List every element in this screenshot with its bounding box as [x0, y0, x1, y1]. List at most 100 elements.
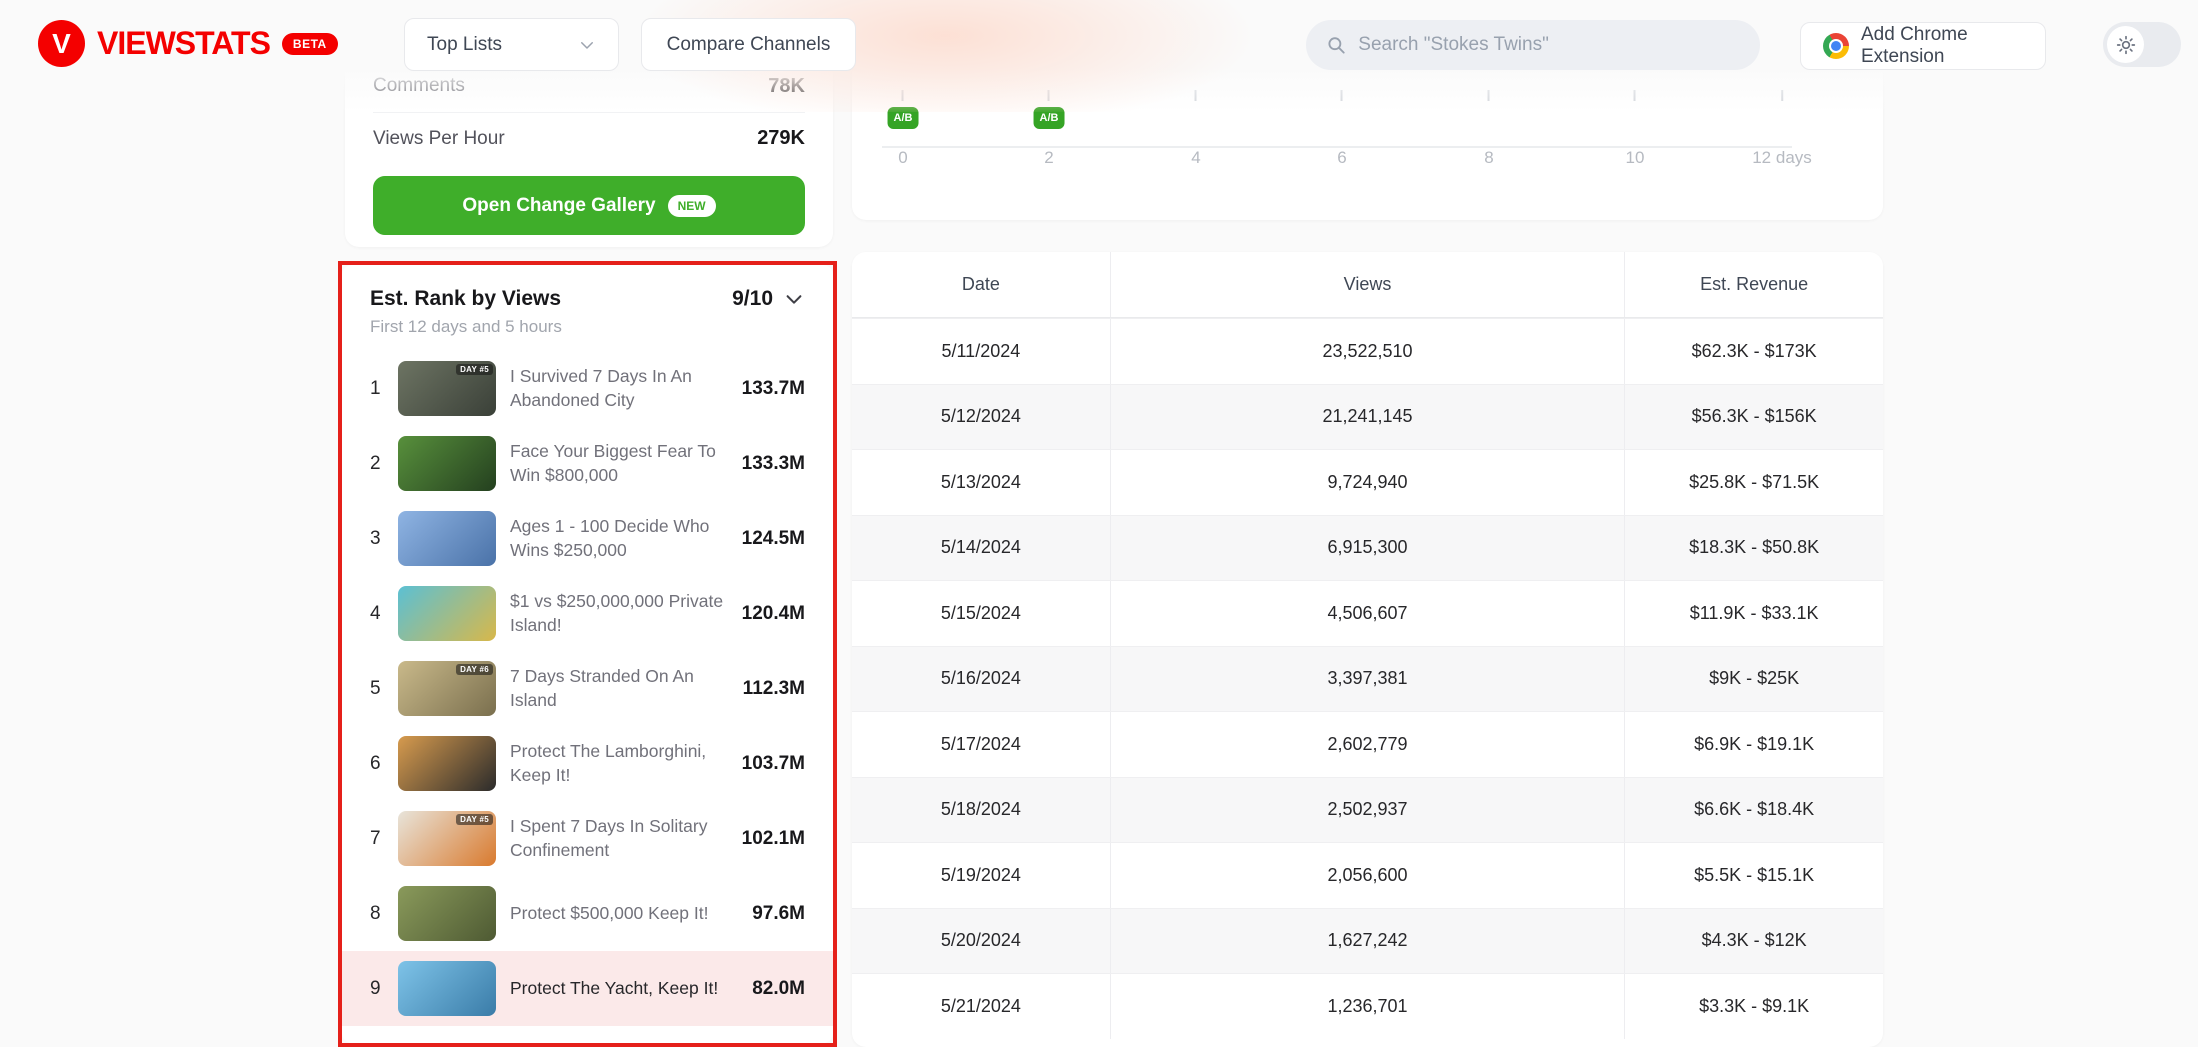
rank-number: 8: [370, 902, 381, 924]
video-thumbnail: DAY #5: [398, 361, 496, 416]
rank-card-subtitle: First 12 days and 5 hours: [370, 317, 562, 336]
video-thumbnail: [398, 886, 496, 941]
axis-tick-mark: [1047, 90, 1050, 101]
cell-revenue: $18.3K - $50.8K: [1689, 537, 1820, 558]
chart-x-axis-line: [882, 146, 1792, 148]
video-title: I Spent 7 Days In Solitary Confinement: [510, 816, 708, 860]
cell-views: 6,915,300: [1109, 515, 1626, 580]
video-views: 133.3M: [741, 452, 805, 474]
table-row: 5/13/2024 9,724,940 $25.8K - $71.5K: [852, 449, 1883, 515]
cell-views: 9,724,940: [1109, 450, 1626, 515]
cell-revenue: $4.3K - $12K: [1701, 930, 1807, 951]
video-views: 112.3M: [742, 677, 805, 699]
video-views: 97.6M: [752, 902, 805, 924]
beta-badge: BETA: [281, 32, 338, 55]
axis-tick-label: 6: [1337, 148, 1347, 167]
add-chrome-extension-button[interactable]: Add Chrome Extension: [1800, 22, 2046, 70]
video-thumbnail: [398, 511, 496, 566]
rank-list-item[interactable]: 4 $1 vs $250,000,000 Private Island! 120…: [342, 576, 833, 651]
rank-list-item[interactable]: 2 Face Your Biggest Fear To Win $800,000…: [342, 426, 833, 501]
table-row: 5/15/2024 4,506,607 $11.9K - $33.1K: [852, 580, 1883, 646]
ab-test-badge[interactable]: A/B: [1033, 107, 1065, 129]
cell-date: 5/21/2024: [940, 995, 1021, 1016]
video-title: $1 vs $250,000,000 Private Island!: [510, 591, 724, 635]
stat-label: Views Per Hour: [373, 127, 505, 149]
cell-revenue: $6.6K - $18.4K: [1694, 799, 1815, 820]
cell-date: 5/17/2024: [940, 733, 1021, 754]
cell-revenue: $25.8K - $71.5K: [1689, 471, 1820, 492]
search-icon: [1328, 37, 1345, 54]
theme-toggle[interactable]: [2103, 22, 2181, 67]
rank-list: 1 DAY #5 I Survived 7 Days In An Abandon…: [342, 351, 833, 1026]
search-input[interactable]: [1358, 34, 1740, 56]
cell-views: 2,056,600: [1109, 843, 1626, 908]
video-title: Protect $500,000 Keep It!: [510, 902, 709, 923]
axis-tick-group: A/B 4: [1181, 90, 1212, 168]
compare-channels-label: Compare Channels: [666, 33, 831, 55]
video-thumbnail: DAY #6: [398, 661, 496, 716]
cell-views: 4,506,607: [1109, 581, 1626, 646]
cell-date: 5/12/2024: [940, 406, 1021, 427]
search-bar[interactable]: [1306, 20, 1760, 70]
rank-list-item[interactable]: 9 Protect The Yacht, Keep It! 82.0M: [342, 951, 833, 1026]
stat-row: Views Per Hour 279K: [373, 112, 805, 164]
stat-value: 279K: [757, 127, 805, 149]
video-views: 82.0M: [752, 977, 805, 999]
cell-revenue: $11.9K - $33.1K: [1689, 602, 1819, 623]
rank-number: 9: [370, 977, 381, 999]
viewstats-logo-icon: V: [38, 20, 85, 67]
cell-date: 5/11/2024: [941, 340, 1021, 361]
sun-icon: [2116, 35, 2135, 54]
rank-list-item[interactable]: 3 Ages 1 - 100 Decide Who Wins $250,000 …: [342, 501, 833, 576]
axis-tick-group: A/B 12 days: [1752, 90, 1812, 168]
rank-list-item[interactable]: 7 DAY #5 I Spent 7 Days In Solitary Conf…: [342, 801, 833, 876]
rank-number: 7: [370, 827, 381, 849]
top-lists-dropdown[interactable]: Top Lists: [404, 18, 619, 71]
light-mode-knob: [2107, 26, 2144, 63]
cell-date: 5/20/2024: [940, 930, 1021, 951]
table-row: 5/20/2024 1,627,242 $4.3K - $12K: [852, 907, 1883, 973]
video-views: 124.5M: [741, 527, 805, 549]
axis-tick-group: A/B 8: [1474, 90, 1505, 168]
rank-list-item[interactable]: 8 Protect $500,000 Keep It! 97.6M: [342, 876, 833, 951]
axis-tick-label: 4: [1191, 148, 1201, 167]
axis-tick-group: A/B 2: [1033, 90, 1065, 168]
table-row: 5/16/2024 3,397,381 $9K - $25K: [852, 645, 1883, 711]
est-rank-card: Est. Rank by Views 9/10 First 12 days an…: [342, 265, 833, 1043]
rank-list-item[interactable]: 6 Protect The Lamborghini, Keep It! 103.…: [342, 726, 833, 801]
video-views: 102.1M: [741, 827, 805, 849]
column-header-views: Views: [1109, 252, 1626, 317]
rank-number: 5: [370, 677, 381, 699]
open-change-gallery-button[interactable]: Open Change Gallery NEW: [373, 176, 805, 235]
rank-card-collapse[interactable]: 9/10: [732, 287, 805, 311]
video-thumbnail: DAY #5: [398, 811, 496, 866]
table-row: 5/11/2024 23,522,510 $62.3K - $173K: [852, 318, 1883, 384]
cell-revenue: $56.3K - $156K: [1691, 406, 1817, 427]
thumbnail-day-badge: DAY #6: [456, 664, 493, 675]
axis-tick-mark: [1633, 90, 1636, 101]
video-title: 7 Days Stranded On An Island: [510, 666, 694, 710]
rank-count: 9/10: [732, 287, 773, 310]
rank-card-title: Est. Rank by Views: [370, 287, 562, 310]
rank-number: 2: [370, 452, 381, 474]
video-thumbnail: [398, 436, 496, 491]
top-lists-label: Top Lists: [427, 33, 502, 55]
rank-list-item[interactable]: 5 DAY #6 7 Days Stranded On An Island 11…: [342, 651, 833, 726]
ab-test-badge[interactable]: A/B: [887, 107, 919, 129]
cell-revenue: $5.5K - $15.1K: [1694, 864, 1815, 885]
table-row: 5/19/2024 2,056,600 $5.5K - $15.1K: [852, 842, 1883, 908]
rank-list-item[interactable]: 1 DAY #5 I Survived 7 Days In An Abandon…: [342, 351, 833, 426]
column-header-date: Date: [961, 274, 1000, 294]
cell-date: 5/13/2024: [940, 471, 1021, 492]
video-title: Protect The Yacht, Keep It!: [510, 977, 719, 998]
cell-revenue: $3.3K - $9.1K: [1699, 995, 1810, 1016]
viewstats-logo[interactable]: V VIEWSTATS BETA: [38, 20, 338, 67]
axis-tick-label: 10: [1625, 148, 1645, 167]
video-title: I Survived 7 Days In An Abandoned City: [510, 366, 692, 410]
video-thumbnail: [398, 736, 496, 791]
axis-tick-mark: [1194, 90, 1197, 101]
video-title: Face Your Biggest Fear To Win $800,000: [510, 441, 716, 485]
table-row: 5/17/2024 2,602,779 $6.9K - $19.1K: [852, 711, 1883, 777]
compare-channels-button[interactable]: Compare Channels: [641, 18, 856, 71]
cell-views: 21,241,145: [1109, 384, 1626, 449]
